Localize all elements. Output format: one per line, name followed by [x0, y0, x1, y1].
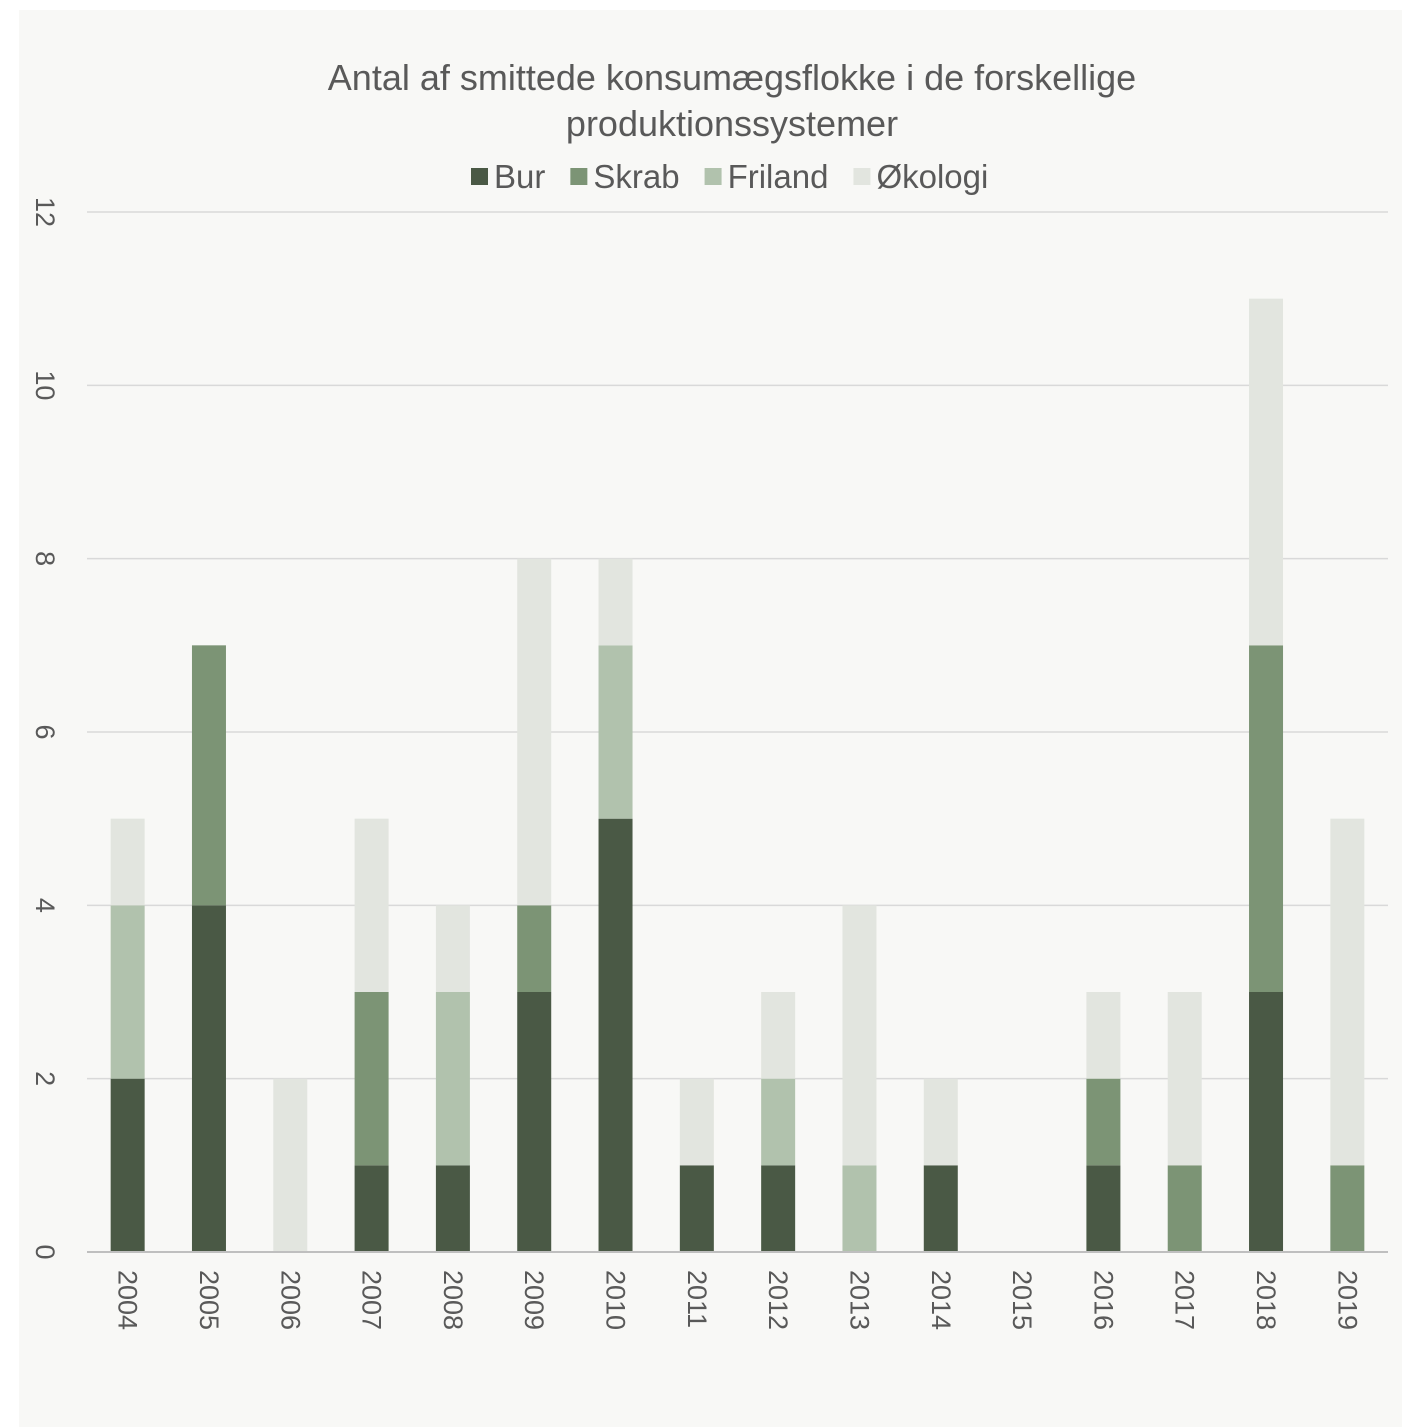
bar-2010-Bur	[598, 818, 633, 1252]
legend-label-Friland: Friland	[728, 158, 829, 195]
x-tick-label-2010: 2010	[601, 1270, 631, 1330]
bar-2017-Skrab	[1167, 1165, 1202, 1252]
x-tick-label-2016: 2016	[1088, 1270, 1118, 1330]
chart-panel: Antal af smittede konsumægsflokke i de f…	[19, 10, 1402, 1427]
bar-2009-Skrab	[517, 905, 552, 992]
bar-2004-Friland	[110, 905, 145, 1079]
bar-2007-Bur	[354, 1165, 389, 1252]
bar-2009-Bur	[517, 992, 552, 1252]
legend-swatch-Friland	[704, 168, 722, 185]
legend-swatch-Bur	[471, 168, 488, 185]
y-tick-label-6: 6	[30, 724, 60, 739]
x-tick-label-2013: 2013	[844, 1270, 874, 1330]
y-axis-ticks: 0 2 4 6 8 10 12	[30, 197, 60, 1260]
legend-label-Bur: Bur	[494, 158, 545, 195]
bar-2013-Friland	[842, 1165, 877, 1252]
x-tick-label-2012: 2012	[763, 1270, 793, 1330]
bar-2014-Bur	[923, 1165, 958, 1252]
bar-2004-Bur	[110, 1078, 145, 1252]
x-tick-label-2006: 2006	[275, 1270, 305, 1330]
bar-2018-Bur	[1249, 992, 1284, 1252]
x-tick-label-2008: 2008	[438, 1270, 468, 1330]
y-tick-label-2: 2	[30, 1071, 60, 1086]
x-tick-label-2015: 2015	[1007, 1270, 1037, 1330]
x-tick-label-2004: 2004	[113, 1270, 143, 1330]
bar-2006-Økologi	[273, 1078, 308, 1252]
x-tick-label-2011: 2011	[682, 1270, 712, 1328]
bar-2017-Økologi	[1167, 992, 1202, 1166]
bar-2007-Skrab	[354, 992, 389, 1166]
bar-2012-Økologi	[761, 992, 796, 1079]
x-tick-label-2007: 2007	[357, 1270, 387, 1330]
bar-2008-Bur	[435, 1165, 470, 1252]
bar-2011-Bur	[679, 1165, 714, 1252]
bar-2005-Skrab	[191, 645, 226, 906]
legend-label-Økologi: Økologi	[876, 158, 988, 195]
x-tick-label-2014: 2014	[926, 1270, 956, 1330]
bar-2018-Økologi	[1249, 298, 1284, 646]
bar-2014-Økologi	[923, 1078, 958, 1166]
bar-2008-Friland	[435, 992, 470, 1166]
legend-swatch-Økologi	[853, 168, 871, 185]
x-tick-label-2009: 2009	[519, 1270, 549, 1330]
legend: Bur Skrab Friland Økologi	[471, 158, 988, 195]
x-tick-label-2017: 2017	[1170, 1270, 1200, 1330]
x-tick-label-2005: 2005	[194, 1270, 224, 1330]
bar-2016-Bur	[1086, 1165, 1121, 1252]
bar-2005-Bur	[191, 905, 226, 1252]
legend-swatch-Skrab	[570, 168, 588, 185]
chart-title-line-2: produktionssystemer	[566, 103, 898, 144]
bars	[110, 298, 1365, 1252]
bar-2018-Skrab	[1249, 645, 1284, 992]
bar-2012-Friland	[761, 1078, 796, 1166]
legend-label-Skrab: Skrab	[593, 158, 679, 195]
bar-2007-Økologi	[354, 818, 389, 992]
bar-2011-Økologi	[679, 1078, 714, 1166]
bar-2010-Friland	[598, 645, 633, 819]
bar-2008-Økologi	[435, 905, 470, 992]
bar-2010-Økologi	[598, 558, 633, 646]
y-tick-label-0: 0	[30, 1244, 60, 1259]
y-tick-label-10: 10	[30, 370, 60, 400]
bar-2019-Skrab	[1330, 1165, 1365, 1252]
x-tick-label-2019: 2019	[1332, 1270, 1362, 1330]
bar-2016-Skrab	[1086, 1078, 1121, 1166]
bar-2019-Økologi	[1330, 818, 1365, 1166]
chart: Antal af smittede konsumægsflokke i de f…	[30, 57, 1388, 1330]
x-axis-ticks: 2004 2005 2006 2007 2008 2009 2010 2011 2012 2013…	[113, 1270, 1363, 1330]
y-tick-label-4: 4	[30, 898, 60, 913]
bar-2013-Økologi	[842, 905, 877, 1166]
bar-2009-Økologi	[517, 558, 552, 906]
bar-2016-Økologi	[1086, 992, 1121, 1079]
bar-2004-Økologi	[110, 818, 145, 906]
x-tick-label-2018: 2018	[1251, 1270, 1281, 1330]
bar-2012-Bur	[761, 1165, 796, 1252]
gridlines	[87, 211, 1388, 1080]
chart-title-line-1: Antal af smittede konsumægsflokke i de f…	[328, 57, 1136, 98]
y-tick-label-8: 8	[30, 551, 60, 566]
y-tick-label-12: 12	[30, 197, 60, 227]
